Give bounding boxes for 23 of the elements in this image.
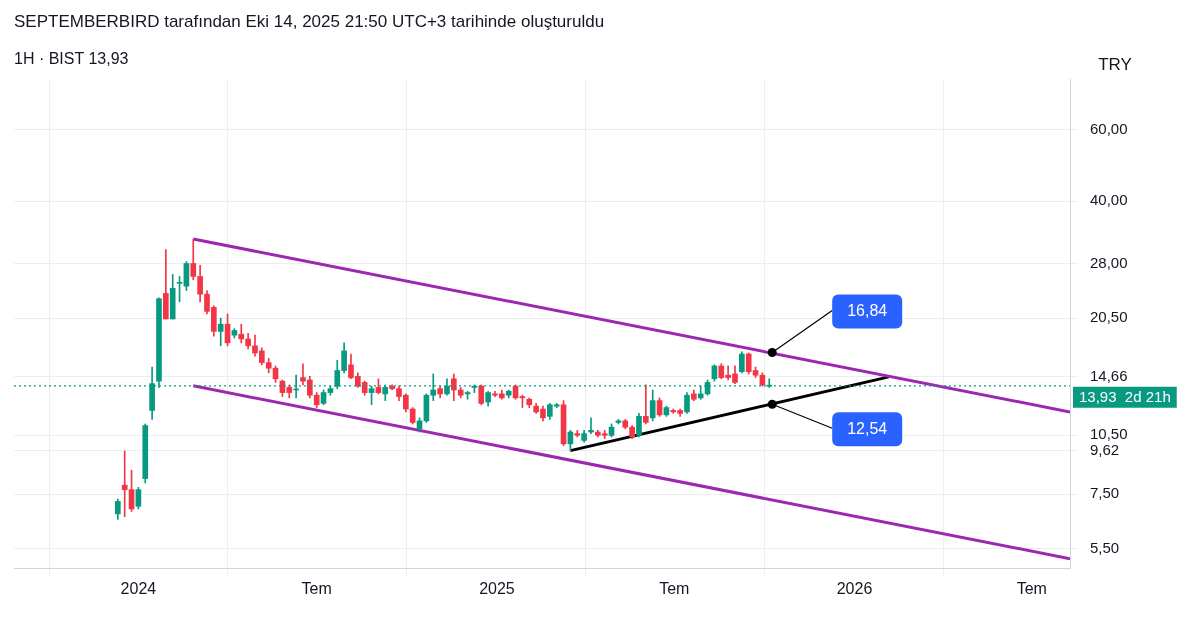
- y-tick-label: 40,00: [1090, 191, 1128, 209]
- x-tick-label: 2025: [479, 579, 515, 597]
- y-tick-label: 5,50: [1090, 538, 1120, 556]
- y-tick-label: 60,00: [1090, 120, 1128, 138]
- annotation: 12,54: [847, 419, 888, 437]
- candlestick: [643, 384, 649, 425]
- y-tick-label: 14,66: [1090, 366, 1128, 384]
- x-tick-label: 2024: [120, 579, 157, 597]
- x-tick-label: Tem: [1016, 579, 1047, 597]
- candlestick: [588, 417, 594, 434]
- y-tick-label: 28,00: [1090, 253, 1128, 271]
- y-axis-title: TRY: [1098, 55, 1132, 75]
- x-tick-label: Tem: [301, 579, 332, 597]
- ref-line-label: 13,93 2d 21h: [1079, 387, 1171, 405]
- annotation: 16,84: [847, 301, 888, 319]
- x-tick-label: Tem: [659, 579, 690, 597]
- y-tick-label: 10,50: [1090, 425, 1128, 443]
- y-tick-label: 20,50: [1090, 308, 1128, 326]
- x-tick-label: 2026: [836, 579, 873, 597]
- y-tick-label: 7,50: [1090, 484, 1120, 502]
- chart-subtitle: 1H · BIST 13,93: [14, 50, 129, 68]
- chart-title: SEPTEMBERBIRD tarafından Eki 14, 2025 21:50 UTC+3 tarihinde oluşturuldu: [14, 11, 605, 31]
- y-tick-label: 9,62: [1090, 440, 1120, 458]
